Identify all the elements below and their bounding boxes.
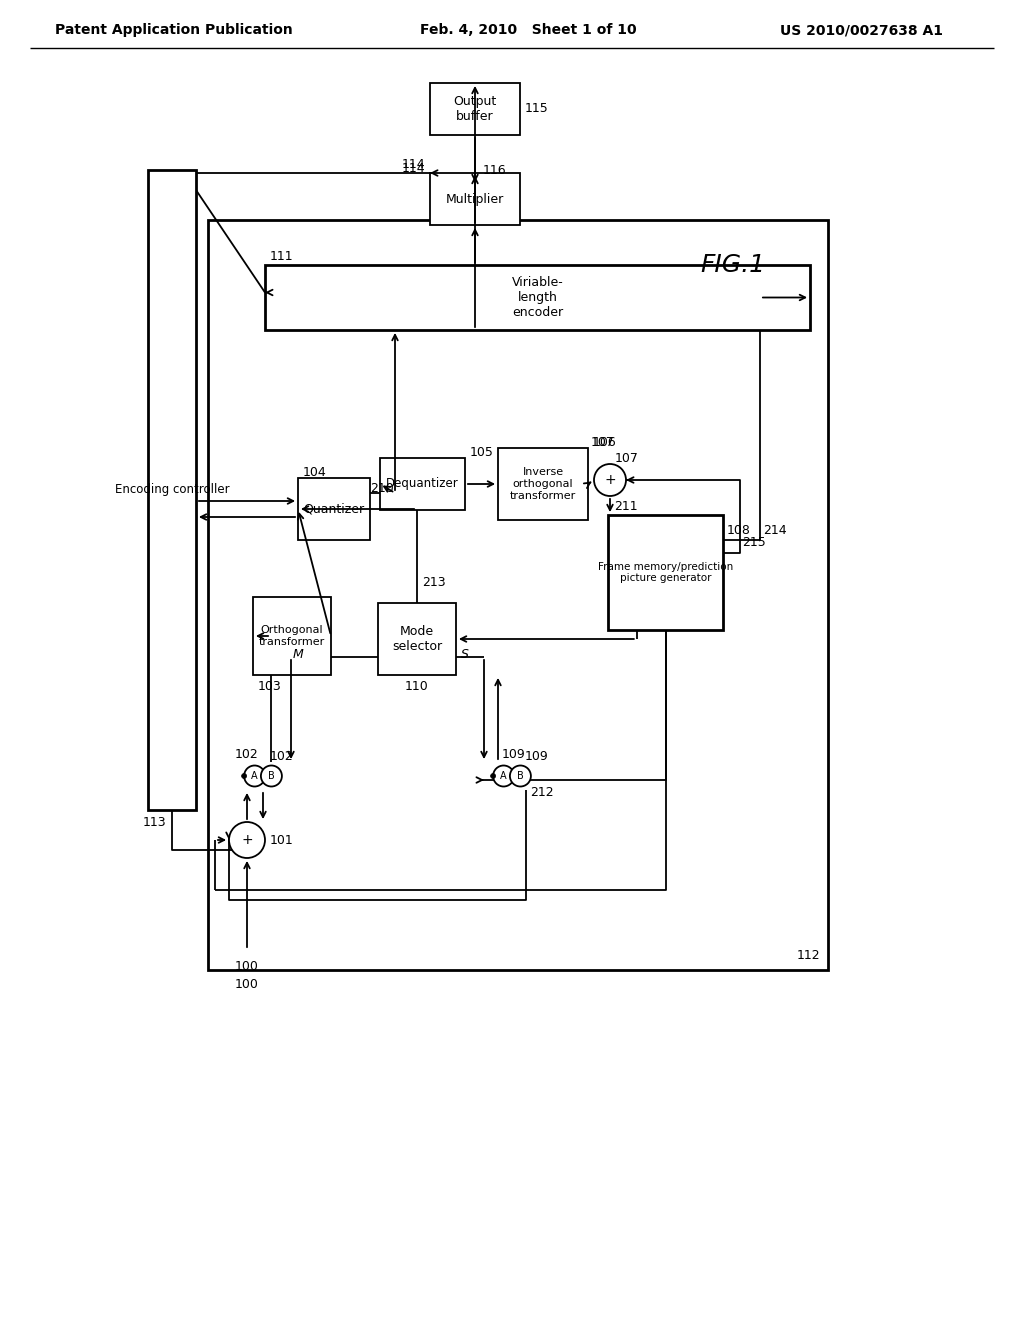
Text: 102: 102 (270, 751, 294, 763)
Text: 100: 100 (236, 960, 259, 973)
Text: Feb. 4, 2010   Sheet 1 of 10: Feb. 4, 2010 Sheet 1 of 10 (420, 22, 637, 37)
Text: B: B (517, 771, 523, 781)
Text: 107: 107 (591, 437, 614, 450)
Text: A: A (501, 771, 507, 781)
Text: Dequantizer: Dequantizer (386, 478, 459, 491)
Text: US 2010/0027638 A1: US 2010/0027638 A1 (780, 22, 943, 37)
Text: Quantizer: Quantizer (303, 503, 365, 516)
Circle shape (244, 766, 265, 787)
Bar (208, 220, 828, 970)
Text: B: B (268, 771, 274, 781)
Text: Patent Application Publication: Patent Application Publication (55, 22, 293, 37)
Text: 102: 102 (234, 747, 259, 760)
Text: Mode
selector: Mode selector (392, 624, 442, 653)
Text: 105: 105 (470, 446, 494, 459)
Text: 100: 100 (236, 978, 259, 991)
Bar (608, 515, 723, 630)
Text: +: + (242, 833, 253, 847)
Text: 210: 210 (370, 482, 394, 495)
Text: 115: 115 (525, 103, 549, 116)
Text: 104: 104 (303, 466, 327, 479)
Bar (380, 458, 465, 510)
Circle shape (494, 766, 514, 787)
Bar (378, 603, 456, 675)
Bar (430, 173, 520, 224)
Circle shape (261, 766, 282, 787)
Text: 106: 106 (593, 437, 616, 450)
Text: +: + (604, 473, 615, 487)
Text: 109: 109 (502, 747, 525, 760)
Text: Encoding controller: Encoding controller (115, 483, 229, 496)
Text: Frame memory/prediction
picture generator: Frame memory/prediction picture generato… (598, 562, 733, 583)
Text: 103: 103 (258, 681, 282, 693)
Circle shape (510, 766, 530, 787)
Text: 111: 111 (270, 251, 294, 264)
Text: Inverse
orthogonal
transformer: Inverse orthogonal transformer (510, 467, 577, 500)
Text: Output
buffer: Output buffer (454, 95, 497, 123)
Text: 214: 214 (763, 524, 786, 536)
Text: 116: 116 (483, 164, 507, 177)
Text: 110: 110 (406, 681, 429, 693)
Text: Viriable-
length
encoder: Viriable- length encoder (512, 276, 563, 319)
Text: Orthogonal
transformer: Orthogonal transformer (259, 626, 326, 647)
Text: 107: 107 (615, 451, 639, 465)
Bar (430, 83, 520, 135)
Text: 101: 101 (270, 833, 294, 846)
Text: 113: 113 (143, 816, 167, 829)
Text: S: S (461, 648, 469, 660)
Text: 212: 212 (530, 785, 554, 799)
Bar (498, 447, 588, 520)
Text: 114: 114 (401, 161, 425, 174)
Text: 109: 109 (525, 751, 549, 763)
Text: 114: 114 (401, 158, 425, 172)
Text: 112: 112 (797, 949, 820, 962)
Text: M: M (293, 648, 304, 660)
Bar (298, 478, 370, 540)
Text: 213: 213 (422, 577, 445, 590)
Bar (253, 597, 331, 675)
Circle shape (594, 465, 626, 496)
Text: 215: 215 (742, 536, 766, 549)
Circle shape (242, 774, 247, 779)
Text: A: A (251, 771, 258, 781)
Text: FIG.1: FIG.1 (700, 253, 765, 277)
Bar (265, 265, 810, 330)
Text: 108: 108 (727, 524, 751, 536)
Circle shape (229, 822, 265, 858)
Circle shape (490, 774, 496, 779)
Text: 211: 211 (614, 499, 638, 512)
Text: Multiplier: Multiplier (445, 193, 504, 206)
Bar (148, 170, 196, 810)
